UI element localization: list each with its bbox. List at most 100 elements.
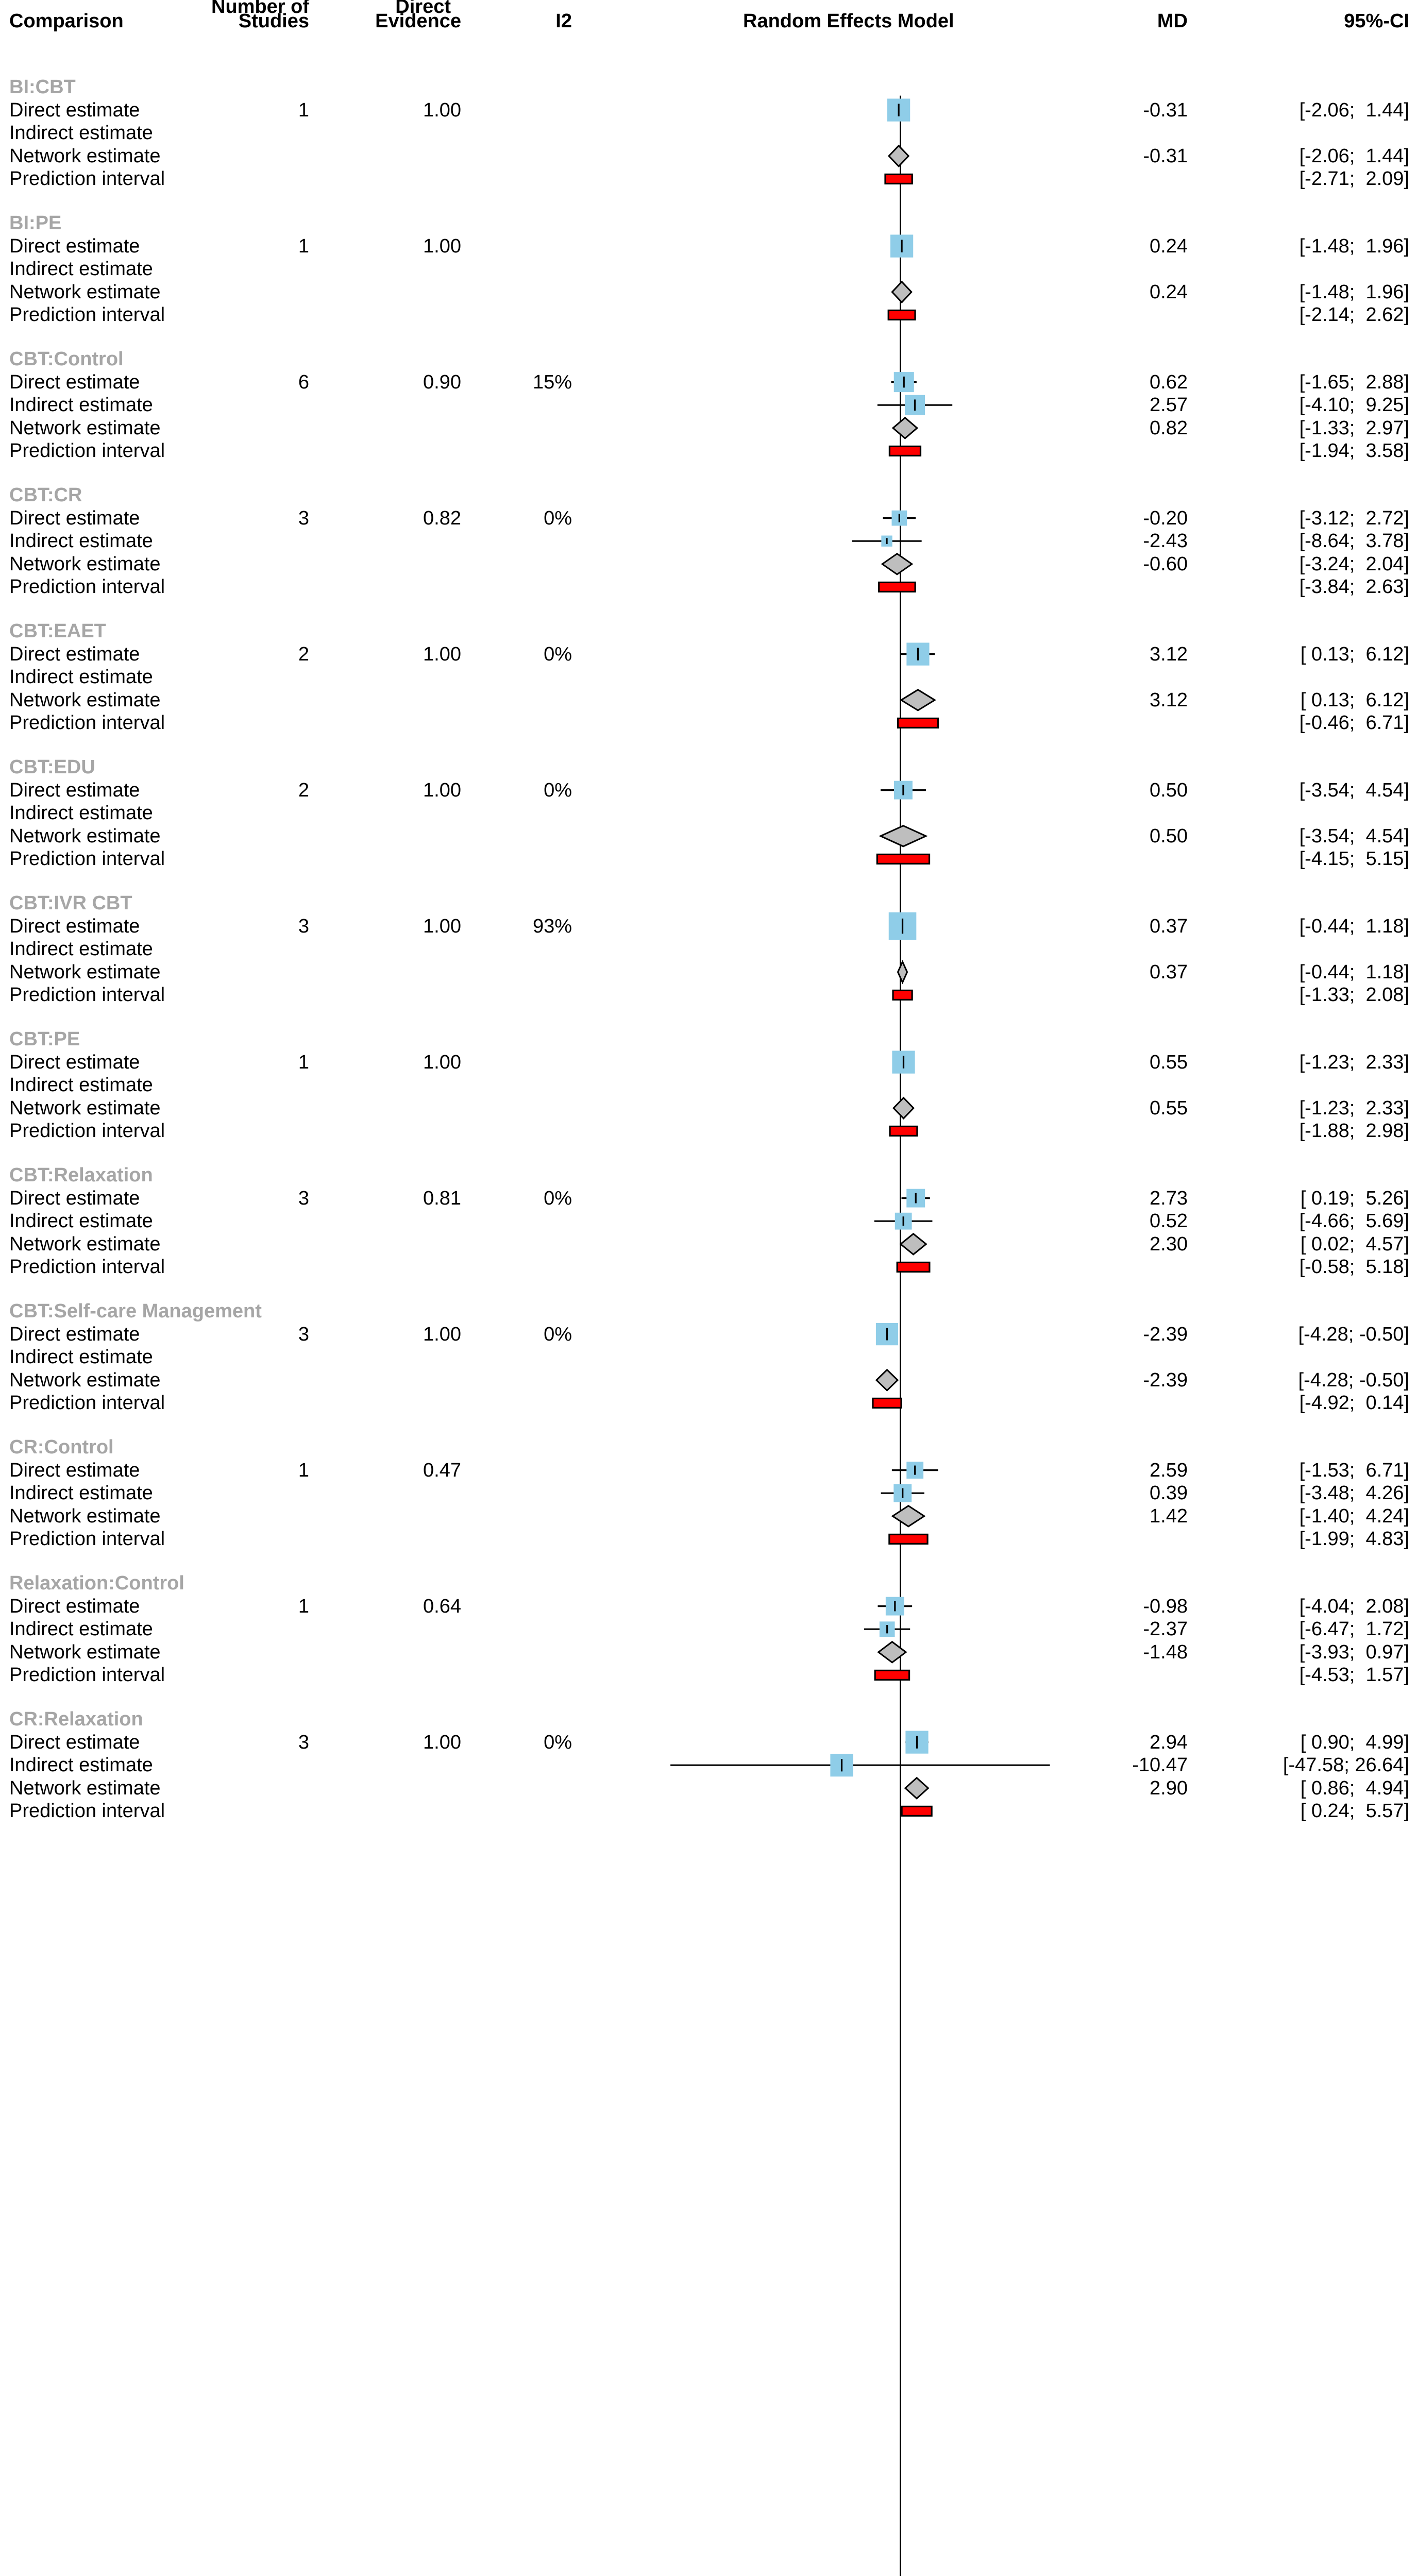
cell-md: 0.55 — [1150, 1051, 1188, 1073]
cell-direct-evidence: 0.47 — [423, 1459, 461, 1481]
cell-md: -0.31 — [1143, 145, 1188, 167]
row-label-network: Network estimate — [9, 145, 161, 167]
cell-ci: [ 0.24; 5.57] — [1300, 1800, 1409, 1822]
row-label-indirect: Indirect estimate — [9, 530, 153, 552]
column-header-number-of: Number of — [211, 0, 309, 18]
row-label-network: Network estimate — [9, 417, 161, 439]
row-label-direct: Direct estimate — [9, 779, 140, 801]
cell-md: 1.42 — [1150, 1505, 1188, 1527]
row-label-direct: Direct estimate — [9, 507, 140, 529]
cell-ci: [ 0.90; 4.99] — [1300, 1731, 1409, 1753]
row-label-network: Network estimate — [9, 1369, 161, 1391]
cell-ci: [-1.94; 3.58] — [1299, 440, 1409, 462]
cell-i2: 0% — [544, 507, 572, 529]
cell-md: -2.39 — [1143, 1369, 1188, 1391]
group-heading: BI:PE — [9, 212, 62, 234]
row-label-network: Network estimate — [9, 961, 161, 983]
row-label-network: Network estimate — [9, 281, 161, 303]
cell-md: 0.37 — [1150, 915, 1188, 937]
group-heading: CBT:Relaxation — [9, 1164, 153, 1186]
cell-direct-evidence: 0.81 — [423, 1187, 461, 1209]
cell-md: 0.37 — [1150, 961, 1188, 983]
row-label-network: Network estimate — [9, 1505, 161, 1527]
row-label-network: Network estimate — [9, 1233, 161, 1255]
cell-number-of-studies: 1 — [298, 1459, 309, 1481]
cell-ci: [-1.88; 2.98] — [1299, 1120, 1409, 1142]
row-label-indirect: Indirect estimate — [9, 666, 153, 688]
cell-md: 2.57 — [1150, 394, 1188, 416]
plot-column-title: Random Effects Model — [743, 10, 954, 32]
cell-ci: [-1.48; 1.96] — [1299, 281, 1409, 303]
cell-ci: [-4.92; 0.14] — [1299, 1392, 1409, 1414]
cell-ci: [-47.58; 26.64] — [1283, 1754, 1409, 1776]
cell-ci: [-1.23; 2.33] — [1299, 1097, 1409, 1119]
cell-i2: 0% — [544, 643, 572, 665]
row-label-prediction: Prediction interval — [9, 1392, 165, 1414]
column-header-i2: I2 — [555, 10, 572, 32]
cell-direct-evidence: 0.82 — [423, 507, 461, 529]
cell-md: 0.82 — [1150, 417, 1188, 439]
cell-direct-evidence: 1.00 — [423, 1323, 461, 1345]
cell-ci: [ 0.13; 6.12] — [1300, 689, 1409, 711]
cell-number-of-studies: 3 — [298, 507, 309, 529]
cell-ci: [-4.15; 5.15] — [1299, 848, 1409, 870]
cell-ci: [-2.14; 2.62] — [1299, 304, 1409, 326]
row-label-direct: Direct estimate — [9, 1459, 140, 1481]
cell-ci: [-1.99; 4.83] — [1299, 1528, 1409, 1550]
cell-number-of-studies: 3 — [298, 1323, 309, 1345]
row-label-network: Network estimate — [9, 1097, 161, 1119]
cell-direct-evidence: 1.00 — [423, 643, 461, 665]
column-header-evidence: Evidence — [375, 10, 461, 32]
cell-md: -1.48 — [1143, 1641, 1188, 1663]
group-heading: BI:CBT — [9, 76, 76, 98]
cell-md: -2.43 — [1143, 530, 1188, 552]
cell-md: 0.24 — [1150, 281, 1188, 303]
cell-number-of-studies: 1 — [298, 1595, 309, 1617]
cell-ci: [-1.53; 6.71] — [1299, 1459, 1409, 1481]
cell-i2: 0% — [544, 1731, 572, 1753]
cell-ci: [-4.66; 5.69] — [1299, 1210, 1409, 1232]
cell-ci: [-4.28; -0.50] — [1298, 1369, 1409, 1391]
row-label-prediction: Prediction interval — [9, 1800, 165, 1822]
cell-direct-evidence: 1.00 — [423, 915, 461, 937]
cell-ci: [-1.23; 2.33] — [1299, 1051, 1409, 1073]
row-label-prediction: Prediction interval — [9, 712, 165, 734]
row-label-prediction: Prediction interval — [9, 576, 165, 598]
group-heading: CBT:Control — [9, 348, 124, 370]
row-label-prediction: Prediction interval — [9, 1120, 165, 1142]
cell-direct-evidence: 1.00 — [423, 235, 461, 257]
cell-ci: [-3.24; 2.04] — [1299, 553, 1409, 575]
cell-number-of-studies: 3 — [298, 915, 309, 937]
row-label-prediction: Prediction interval — [9, 1664, 165, 1686]
cell-ci: [ 0.02; 4.57] — [1300, 1233, 1409, 1255]
cell-i2: 0% — [544, 779, 572, 801]
cell-ci: [-3.93; 0.97] — [1299, 1641, 1409, 1663]
row-label-indirect: Indirect estimate — [9, 802, 153, 824]
row-label-direct: Direct estimate — [9, 371, 140, 393]
cell-number-of-studies: 2 — [298, 779, 309, 801]
cell-md: 2.59 — [1150, 1459, 1188, 1481]
row-label-direct: Direct estimate — [9, 915, 140, 937]
row-label-network: Network estimate — [9, 1641, 161, 1663]
cell-ci: [-1.33; 2.08] — [1299, 984, 1409, 1006]
row-label-indirect: Indirect estimate — [9, 394, 153, 416]
cell-md: -2.39 — [1143, 1323, 1188, 1345]
cell-ci: [-6.47; 1.72] — [1299, 1618, 1409, 1640]
cell-md: -10.47 — [1132, 1754, 1188, 1776]
column-header-comparison: Comparison — [9, 10, 124, 32]
row-label-prediction: Prediction interval — [9, 168, 165, 190]
cell-ci: [-4.04; 2.08] — [1299, 1595, 1409, 1617]
cell-ci: [-1.65; 2.88] — [1299, 371, 1409, 393]
cell-md: 3.12 — [1150, 689, 1188, 711]
cell-ci: [-0.44; 1.18] — [1299, 915, 1409, 937]
group-heading: CR:Control — [9, 1436, 114, 1458]
group-heading: CBT:EDU — [9, 756, 95, 778]
cell-number-of-studies: 2 — [298, 643, 309, 665]
cell-ci: [-3.12; 2.72] — [1299, 507, 1409, 529]
group-heading: CBT:PE — [9, 1028, 80, 1050]
cell-ci: [ 0.86; 4.94] — [1300, 1777, 1409, 1799]
row-label-indirect: Indirect estimate — [9, 938, 153, 960]
row-label-indirect: Indirect estimate — [9, 1074, 153, 1096]
cell-ci: [-0.46; 6.71] — [1299, 712, 1409, 734]
